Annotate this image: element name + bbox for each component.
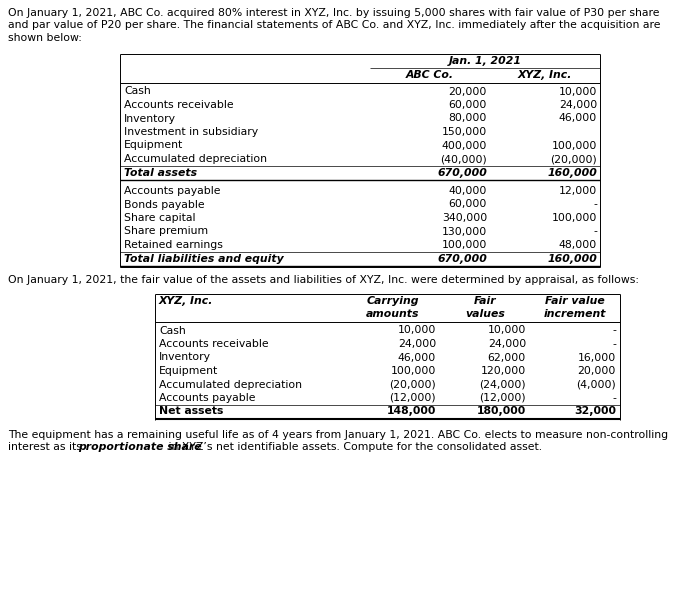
Text: (40,000): (40,000) [440,154,487,164]
Text: 60,000: 60,000 [449,100,487,110]
Text: Net assets: Net assets [159,406,223,417]
Text: -: - [612,339,616,349]
Text: 120,000: 120,000 [481,366,526,376]
Text: 24,000: 24,000 [488,339,526,349]
Text: proportionate share: proportionate share [78,442,202,452]
Text: (12,000): (12,000) [389,393,436,403]
Text: 46,000: 46,000 [559,113,597,124]
Text: 180,000: 180,000 [477,406,526,417]
Text: Fair
values: Fair values [465,296,505,319]
Text: (4,000): (4,000) [576,379,616,389]
Text: 400,000: 400,000 [442,141,487,151]
Text: Accounts payable: Accounts payable [159,393,256,403]
Text: and par value of P20 per share. The financial statements of ABC Co. and XYZ, Inc: and par value of P20 per share. The fina… [8,20,661,31]
Text: Cash: Cash [124,86,151,97]
Text: 40,000: 40,000 [449,186,487,196]
Text: 100,000: 100,000 [442,240,487,250]
Text: 12,000: 12,000 [559,186,597,196]
Text: 20,000: 20,000 [577,366,616,376]
Text: 148,000: 148,000 [387,406,436,417]
Text: Accounts receivable: Accounts receivable [124,100,234,110]
Text: XYZ, Inc.: XYZ, Inc. [518,70,572,80]
Text: 48,000: 48,000 [559,240,597,250]
Text: 670,000: 670,000 [437,253,487,264]
Text: Accumulated depreciation: Accumulated depreciation [159,379,302,389]
Text: Investment in subsidiary: Investment in subsidiary [124,127,258,137]
Text: (24,000): (24,000) [480,379,526,389]
Text: Equipment: Equipment [159,366,218,376]
Text: Share capital: Share capital [124,213,196,223]
Text: Fair value
increment: Fair value increment [544,296,606,319]
Text: 10,000: 10,000 [398,326,436,335]
Text: (20,000): (20,000) [389,379,436,389]
Text: 340,000: 340,000 [442,213,487,223]
Text: Share premium: Share premium [124,226,208,236]
Text: 62,000: 62,000 [488,353,526,362]
Text: 130,000: 130,000 [442,226,487,236]
Text: Total assets: Total assets [124,168,197,177]
Text: Accounts receivable: Accounts receivable [159,339,269,349]
Text: Cash: Cash [159,326,186,335]
Text: 100,000: 100,000 [552,141,597,151]
Text: Total liabilities and equity: Total liabilities and equity [124,253,284,264]
Text: (20,000): (20,000) [551,154,597,164]
Text: XYZ, Inc.: XYZ, Inc. [159,296,214,307]
Text: 46,000: 46,000 [398,353,436,362]
Text: interest as its: interest as its [8,442,85,452]
Text: The equipment has a remaining useful life as of 4 years from January 1, 2021. AB: The equipment has a remaining useful lif… [8,430,668,440]
Text: Equipment: Equipment [124,141,183,151]
Text: -: - [593,226,597,236]
Text: 10,000: 10,000 [488,326,526,335]
Text: On January 1, 2021, ABC Co. acquired 80% interest in XYZ, Inc. by issuing 5,000 : On January 1, 2021, ABC Co. acquired 80%… [8,8,659,18]
Text: Carrying
amounts: Carrying amounts [366,296,419,319]
Text: Retained earnings: Retained earnings [124,240,223,250]
Text: -: - [612,326,616,335]
Text: -: - [593,200,597,209]
Text: Accounts payable: Accounts payable [124,186,220,196]
Text: (12,000): (12,000) [480,393,526,403]
Text: ABC Co.: ABC Co. [406,70,454,80]
Text: -: - [612,393,616,403]
Text: Inventory: Inventory [124,113,176,124]
Text: On January 1, 2021, the fair value of the assets and liabilities of XYZ, Inc. we: On January 1, 2021, the fair value of th… [8,275,639,285]
Text: 100,000: 100,000 [552,213,597,223]
Text: 24,000: 24,000 [398,339,436,349]
Text: Accumulated depreciation: Accumulated depreciation [124,154,267,164]
Text: 150,000: 150,000 [442,127,487,137]
Text: 24,000: 24,000 [559,100,597,110]
Text: in XYZ’s net identifiable assets. Compute for the consolidated asset.: in XYZ’s net identifiable assets. Comput… [165,442,542,452]
Text: 160,000: 160,000 [547,168,597,177]
Text: Bonds payable: Bonds payable [124,200,205,209]
Text: 80,000: 80,000 [449,113,487,124]
Text: 32,000: 32,000 [574,406,616,417]
Text: 60,000: 60,000 [449,200,487,209]
Text: 16,000: 16,000 [578,353,616,362]
Text: shown below:: shown below: [8,33,82,43]
Text: 160,000: 160,000 [547,253,597,264]
Text: 10,000: 10,000 [559,86,597,97]
Text: 100,000: 100,000 [391,366,436,376]
Text: 670,000: 670,000 [437,168,487,177]
Text: Jan. 1, 2021: Jan. 1, 2021 [449,56,522,67]
Text: 20,000: 20,000 [449,86,487,97]
Text: Inventory: Inventory [159,353,211,362]
